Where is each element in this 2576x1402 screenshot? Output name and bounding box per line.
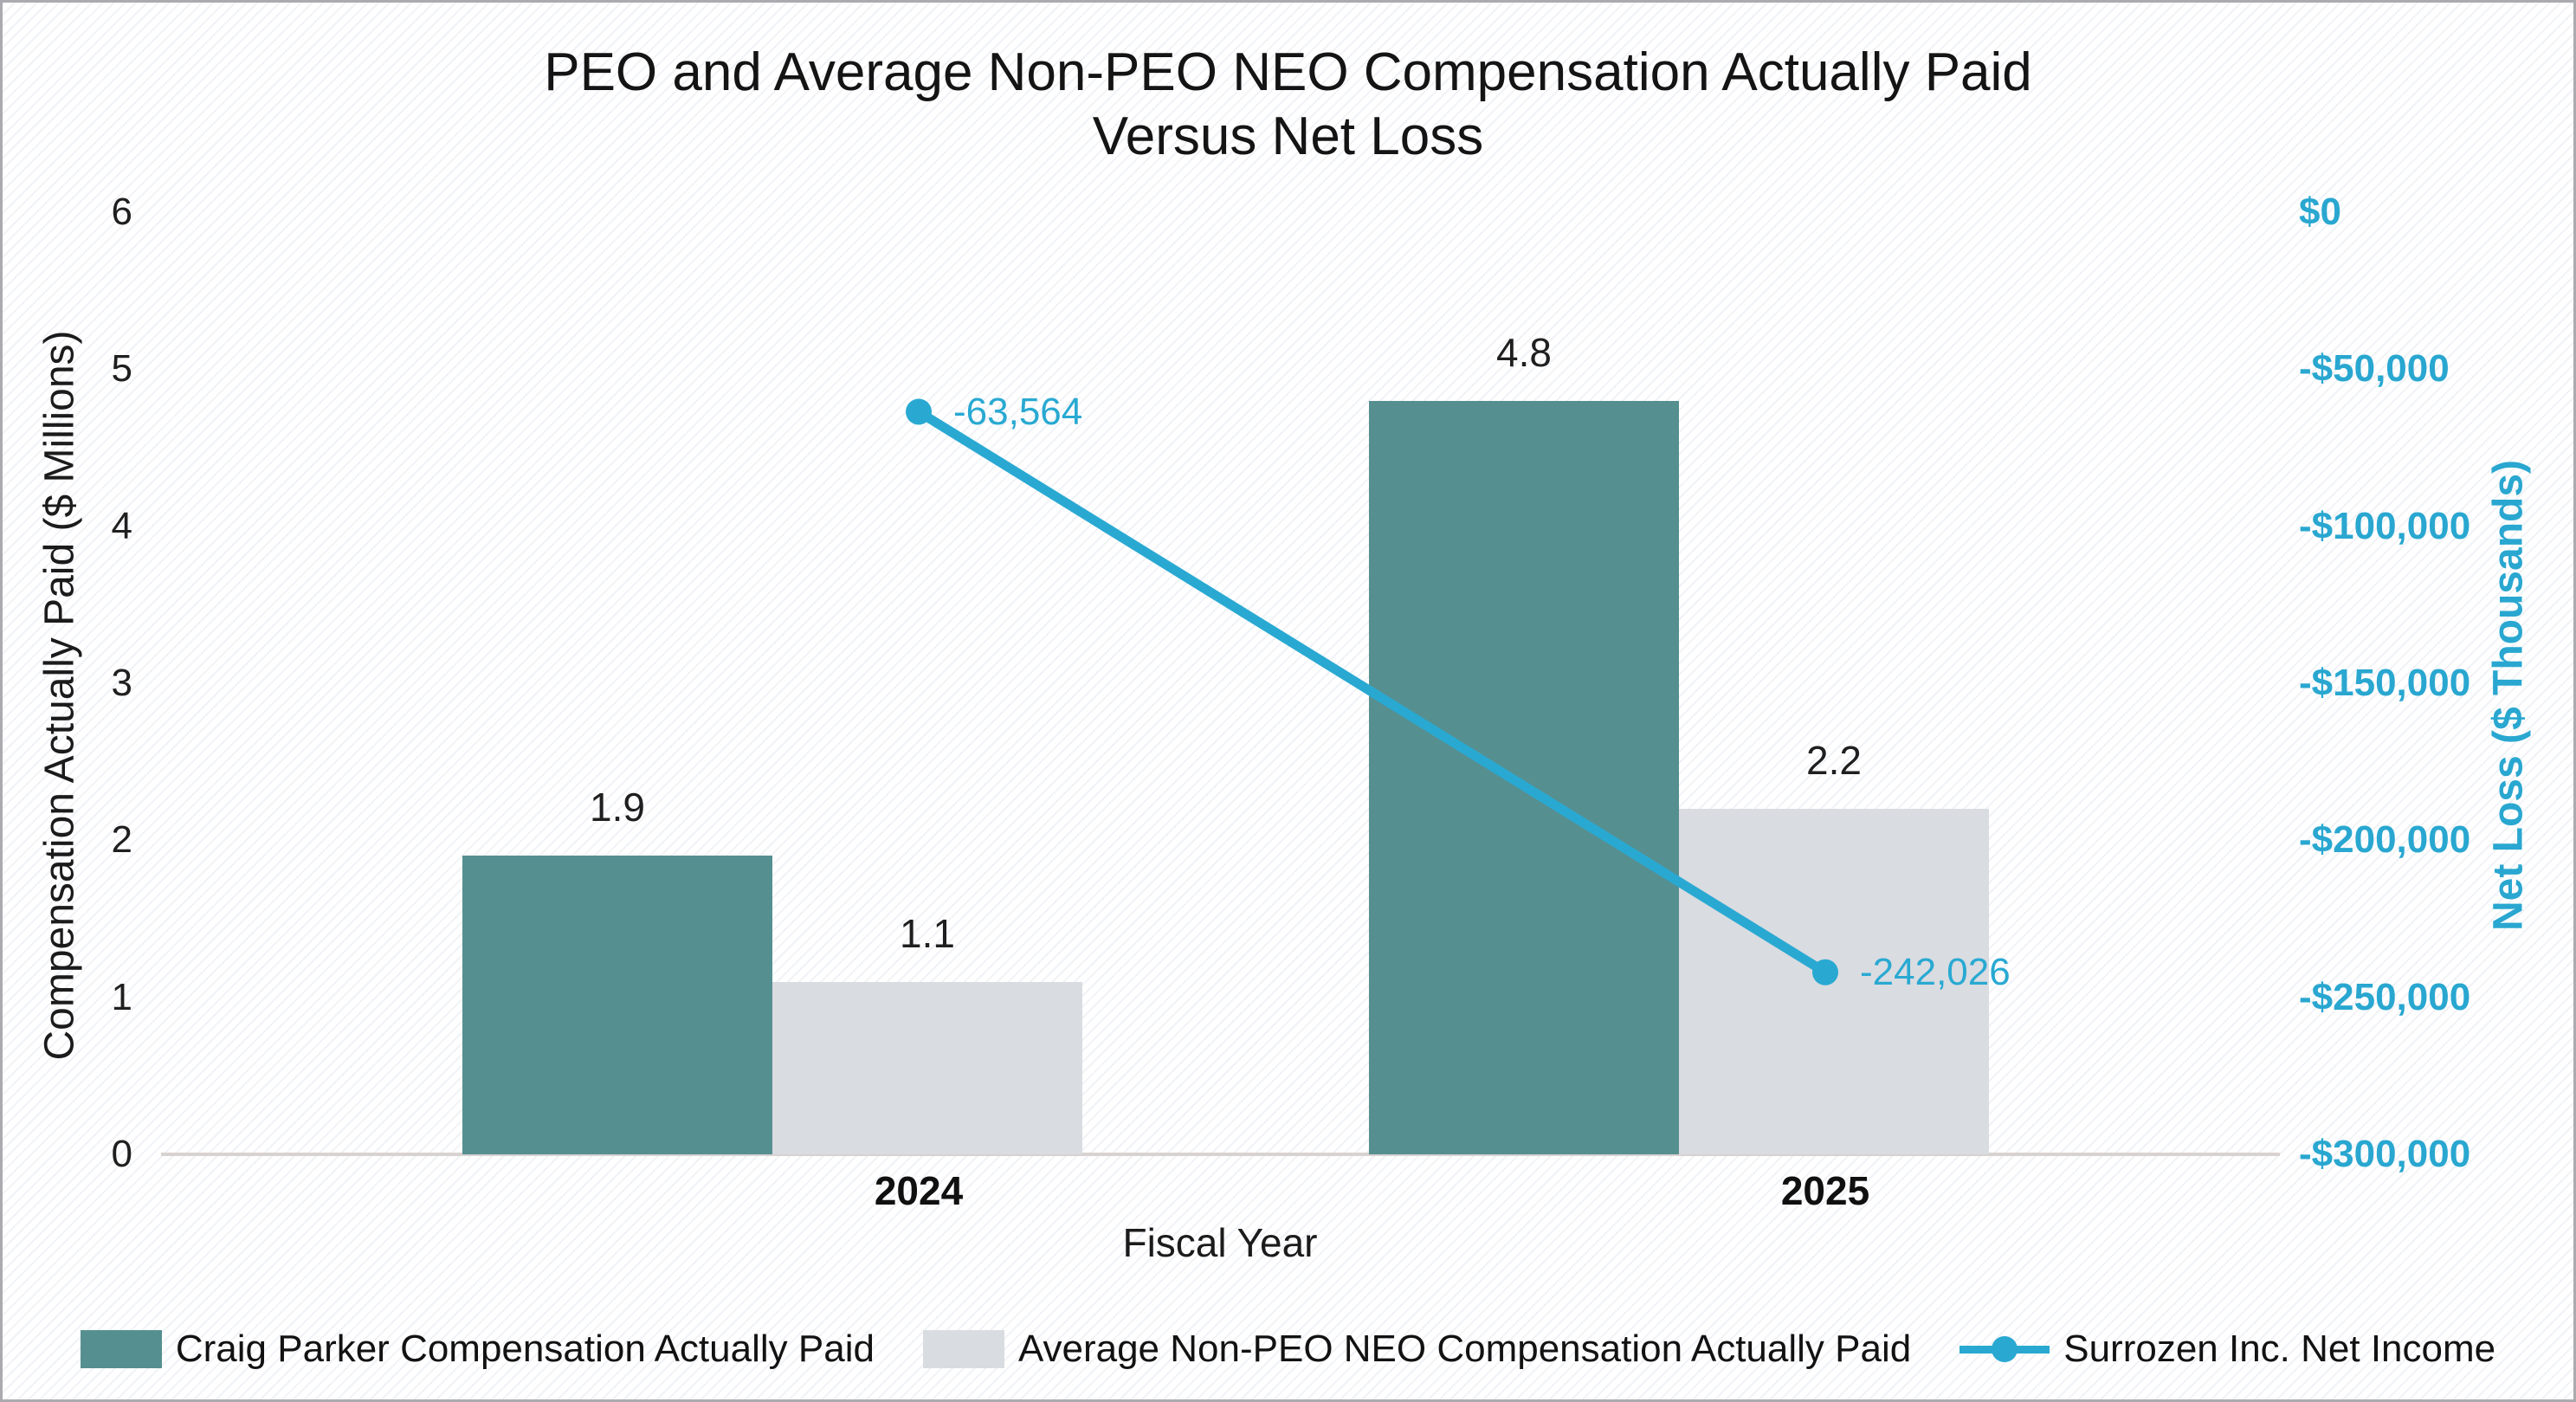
y-axis-right-tick-label: -$100,000 [2299, 504, 2471, 547]
bar-peo-2024 [462, 856, 772, 1154]
y-axis-left-tick-label: 1 [111, 975, 132, 1018]
legend-line-swatch [1959, 1330, 2050, 1368]
bar-data-label: 2.2 [1806, 738, 1862, 784]
legend: Craig Parker Compensation Actually Paid … [3, 1319, 2573, 1379]
bar-data-label: 1.1 [900, 910, 955, 956]
x-axis-category-label: 2024 [874, 1168, 964, 1213]
chart-title-line1: PEO and Average Non-PEO NEO Compensation… [544, 42, 2032, 102]
legend-item-net-income: Surrozen Inc. Net Income [1959, 1328, 2495, 1371]
y-axis-left-tick-label: 3 [111, 662, 132, 704]
bar-nonpeo-2024 [772, 981, 1082, 1154]
y-axis-right-tick-label: -$200,000 [2299, 818, 2471, 862]
bar-data-label: 1.9 [590, 785, 645, 830]
y-axis-right-tick-label: -$250,000 [2299, 975, 2471, 1018]
net-income-marker [906, 398, 932, 425]
net-income-data-label: -63,564 [953, 390, 1083, 433]
y-axis-left-tick-label: 4 [111, 504, 132, 547]
y-axis-left-tick-label: 6 [111, 191, 132, 233]
y-axis-left-tick-label: 5 [111, 347, 132, 391]
bar-peo-2025 [1369, 400, 1679, 1154]
x-axis-category-label: 2025 [1780, 1168, 1870, 1213]
legend-swatch-nonpeo-bar [922, 1330, 1004, 1368]
legend-label-net-income: Surrozen Inc. Net Income [2063, 1328, 2496, 1370]
net-income-line-layer [906, 398, 1838, 985]
legend-label-peo: Craig Parker Compensation Actually Paid [175, 1328, 875, 1370]
y-axis-right-tick-label: -$50,000 [2299, 347, 2450, 391]
y-axis-right-tick-label: $0 [2299, 191, 2341, 233]
chart-title-line2: Versus Net Loss [1092, 107, 1484, 166]
legend-line-marker-icon [1992, 1336, 2018, 1362]
net-income-data-label: -242,026 [1860, 950, 2011, 993]
x-axis-title: Fiscal Year [1122, 1220, 1318, 1265]
y-axis-left-tick-label: 2 [111, 818, 132, 862]
y-axis-left-tick-label: 0 [111, 1133, 132, 1175]
legend-swatch-peo-bar [80, 1330, 162, 1368]
x-axis-line [161, 1153, 2280, 1156]
legend-label-nonpeo: Average Non-PEO NEO Compensation Actuall… [1017, 1328, 1912, 1370]
bar-data-label: 4.8 [1496, 329, 1552, 375]
y-axis-right-tick-label: -$300,000 [2299, 1133, 2471, 1175]
y-axis-right-tick-label: -$150,000 [2299, 662, 2471, 704]
legend-item-nonpeo: Average Non-PEO NEO Compensation Actuall… [922, 1328, 1912, 1371]
legend-item-peo: Craig Parker Compensation Actually Paid [80, 1328, 875, 1371]
chart-title: PEO and Average Non-PEO NEO Compensation… [3, 41, 2573, 169]
